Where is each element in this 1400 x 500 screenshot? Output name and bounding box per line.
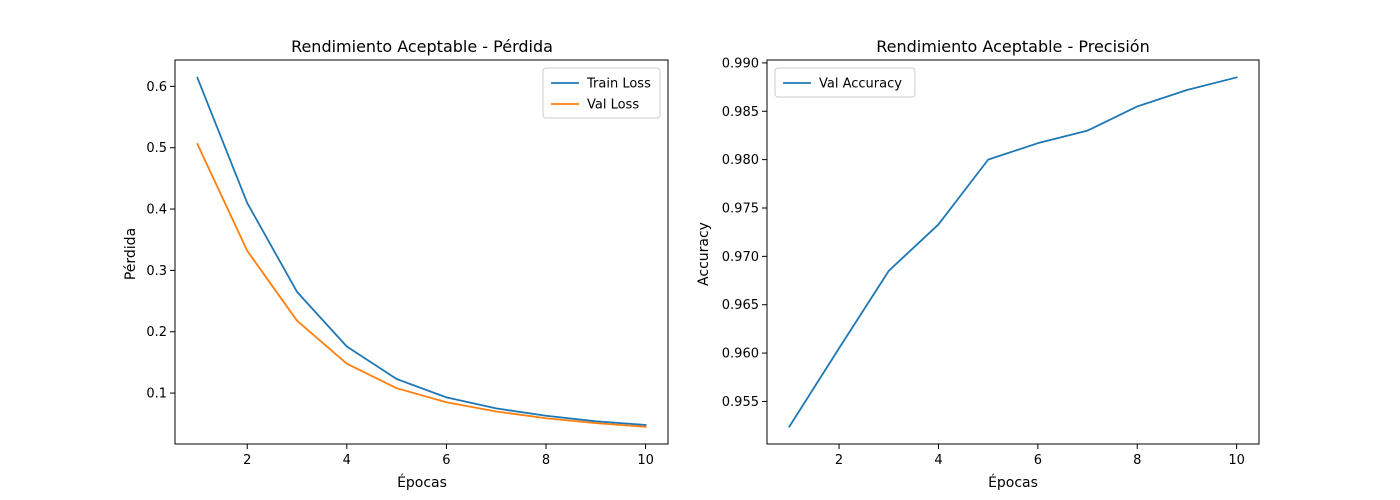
loss-chart-ytick-label-3: 0.4 (146, 203, 167, 218)
loss-chart-xtick-label-2: 6 (442, 453, 450, 468)
accuracy-chart-legend: Val Accuracy (774, 67, 916, 98)
accuracy-chart-title: Rendimiento Aceptable - Precisión (876, 37, 1149, 56)
loss-chart-series-line-1 (196, 142, 647, 428)
accuracy-chart-xtick-label-4: 10 (1228, 453, 1245, 468)
loss-chart-legend-box (542, 67, 661, 119)
accuracy-chart-xtick-label-3: 8 (1133, 453, 1141, 468)
accuracy-chart-ylabel: Accuracy (696, 222, 712, 286)
accuracy-chart-ytick-label-4: 0.975 (722, 201, 759, 216)
loss-chart-legend-label-0: Train Loss (586, 77, 651, 92)
loss-chart-ytick-label-4: 0.5 (146, 141, 167, 156)
accuracy-chart-xtick-label-0: 2 (835, 453, 843, 468)
loss-chart-ytick-label-1: 0.2 (146, 325, 167, 340)
loss-chart-xtick-label-3: 8 (542, 453, 550, 468)
accuracy-chart-series-line-0 (788, 76, 1238, 428)
accuracy-chart-ytick-label-2: 0.965 (722, 298, 759, 313)
loss-chart-ylabel: Pérdida (123, 228, 139, 280)
loss-chart-legend-label-1: Val Loss (587, 98, 639, 113)
loss-chart-ytick-label-2: 0.3 (146, 264, 167, 279)
loss-chart-title: Rendimiento Aceptable - Pérdida (291, 37, 553, 56)
loss-chart-xtick-label-4: 10 (637, 453, 654, 468)
accuracy-chart-ytick-label-6: 0.985 (722, 105, 759, 120)
loss-chart-ytick-label-0: 0.1 (146, 387, 167, 402)
accuracy-chart-ytick-label-3: 0.970 (722, 250, 759, 265)
loss-chart-legend: Train Loss Val Loss (542, 67, 661, 119)
loss-chart-ytick-label-5: 0.6 (146, 80, 167, 95)
accuracy-chart-legend-label-0: Val Accuracy (819, 77, 902, 92)
accuracy-chart-ytick-label-1: 0.960 (722, 347, 759, 362)
loss-chart: Rendimiento Aceptable - Pérdida Épocas P… (123, 37, 669, 491)
loss-chart-xlabel: Épocas (397, 474, 447, 491)
accuracy-chart-xtick-label-2: 6 (1034, 453, 1042, 468)
accuracy-chart-ytick-label-7: 0.990 (722, 56, 759, 71)
accuracy-chart-xlabel: Épocas (988, 474, 1038, 491)
accuracy-chart-ytick-label-5: 0.980 (722, 153, 759, 168)
loss-chart-series-line-0 (196, 76, 647, 426)
accuracy-chart-axes-frame (766, 59, 1260, 445)
loss-chart-xtick-label-1: 4 (343, 453, 351, 468)
accuracy-chart: Rendimiento Aceptable - Precisión Épocas… (696, 37, 1260, 491)
accuracy-chart-ytick-label-0: 0.955 (722, 395, 759, 410)
loss-chart-xtick-label-0: 2 (243, 453, 251, 468)
accuracy-chart-xtick-label-1: 4 (934, 453, 942, 468)
accuracy-chart-legend-box (774, 67, 916, 98)
loss-chart-axes-frame (174, 59, 669, 445)
